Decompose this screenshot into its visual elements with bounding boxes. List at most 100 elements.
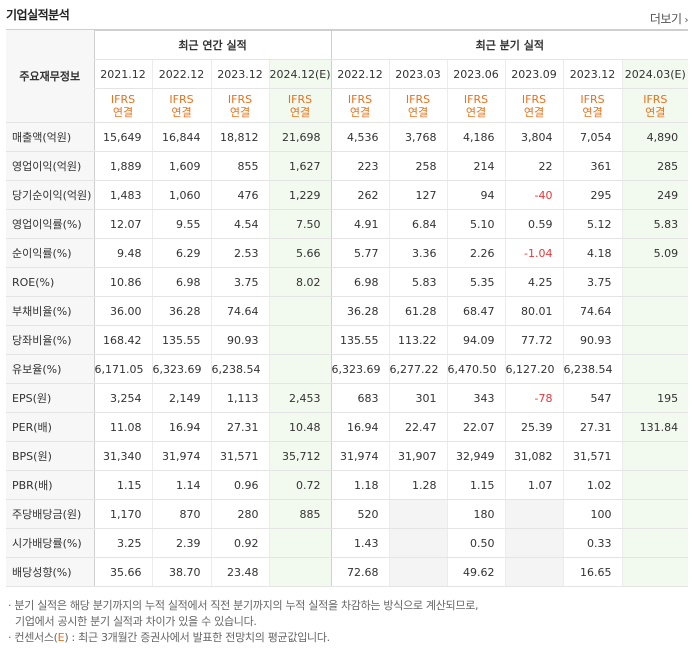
period-header-quarter-0: 2022.12 (330, 59, 390, 89)
basis-consolidated: 연결 (645, 105, 666, 119)
basis-consolidated: 연결 (229, 105, 251, 119)
table-cell: 5.77 (330, 238, 390, 268)
table-cell: 5.83 (621, 209, 689, 239)
table-cell: 2.53 (210, 238, 269, 268)
table-cell: 3,804 (504, 122, 564, 152)
table-cell: 61.28 (388, 296, 448, 326)
table-cell: 6,238.54 (562, 354, 623, 384)
table-cell: 27.31 (562, 412, 623, 442)
table-cell: 180 (446, 499, 506, 529)
table-cell: 6.84 (388, 209, 448, 239)
table-cell: -78 (504, 383, 564, 413)
table-cell: 7.50 (268, 209, 332, 239)
table-cell: 90.93 (562, 325, 623, 355)
basis-ifrs: IFRS (405, 92, 431, 106)
table-cell: 38.70 (151, 557, 211, 587)
table-cell: 32,949 (446, 441, 506, 471)
basis-header-quarter-4: IFRS 연결 (562, 88, 623, 123)
table-cell: 31,571 (210, 441, 269, 471)
basis-header-annual-1: IFRS 연결 (151, 88, 211, 123)
basis-header-quarter-3: IFRS 연결 (504, 88, 564, 123)
table-cell: 1.02 (562, 470, 623, 500)
table-row: EPS(원) 3,254 2,149 1,113 2,453 683 301 343 -78 54… (6, 383, 689, 413)
table-cell: 22 (504, 151, 564, 181)
row-label: 시가배당률(%) (6, 528, 94, 558)
footnote-consensus: · 컨센서스(E) : 최근 3개월간 증권사에서 발표한 전망치의 평균값입니… (8, 630, 478, 646)
table-cell (621, 528, 689, 558)
table-cell: 4.91 (330, 209, 390, 239)
table-cell: 0.59 (504, 209, 564, 239)
basis-ifrs: IFRS (463, 92, 489, 106)
table-row: 영업이익(억원) 1,889 1,609 855 1,627 223 258 214 22 361… (6, 151, 689, 181)
table-cell (621, 441, 689, 471)
table-cell: 3.36 (388, 238, 448, 268)
footnote-consensus-e: E (57, 631, 65, 644)
table-cell: 22.07 (446, 412, 506, 442)
table-cell: 3,254 (93, 383, 152, 413)
table-cell: 1.15 (93, 470, 152, 500)
table-cell: 49.62 (446, 557, 506, 587)
period-header-annual-2: 2023.12 (210, 59, 269, 89)
table-row: PER(배) 11.08 16.94 27.31 10.48 16.94 22.47 22.0… (6, 412, 689, 442)
table-cell (504, 499, 564, 529)
table-cell: 5.10 (446, 209, 506, 239)
table-cell (388, 528, 448, 558)
table-cell: 1.07 (504, 470, 564, 500)
row-label: 순이익률(%) (6, 238, 94, 268)
basis-consolidated: 연결 (349, 105, 371, 119)
table-cell: 5.35 (446, 267, 506, 297)
table-cell (388, 557, 448, 587)
period-header-annual-0: 2021.12 (93, 59, 152, 89)
table-cell: 301 (388, 383, 448, 413)
basis-consolidated: 연결 (407, 105, 429, 119)
annual-group-header: 최근 연간 실적 (93, 30, 332, 60)
table-cell: 74.64 (210, 296, 269, 326)
row-label: ROE(%) (6, 267, 94, 297)
table-cell: 6,171.05 (93, 354, 152, 384)
table-cell: 68.47 (446, 296, 506, 326)
table-cell: 0.33 (562, 528, 623, 558)
table-row: 매출액(억원) 15,649 16,844 18,812 21,698 4,536 3,76… (6, 122, 689, 152)
table-cell: 80.01 (504, 296, 564, 326)
table-cell: 4.54 (210, 209, 269, 239)
table-cell: 214 (446, 151, 506, 181)
table-cell (268, 325, 332, 355)
table-cell: 0.92 (210, 528, 269, 558)
footnote-quarter: · 분기 실적은 해당 분기까지의 누적 실적에서 직전 분기까지의 누적 실적… (8, 599, 479, 612)
table-cell: 520 (330, 499, 390, 529)
basis-ifrs: IFRS (347, 92, 373, 106)
table-cell (621, 325, 689, 355)
table-cell: 1,060 (151, 180, 211, 210)
table-cell (621, 354, 689, 384)
row-label: 당좌비율(%) (6, 325, 94, 355)
table-row: ROE(%) 10.86 6.98 3.75 8.02 6.98 5.83 5.35 4.25 3… (6, 267, 689, 297)
quarter-group-header: 최근 분기 실적 (330, 30, 689, 60)
table-cell: 10.48 (268, 412, 332, 442)
table-row: 시가배당률(%) 3.25 2.39 0.92 1.43 0.50 0.33 (6, 528, 689, 558)
more-link[interactable]: 더보기 › (650, 10, 689, 27)
table-cell: 27.31 (210, 412, 269, 442)
table-cell: -1.04 (504, 238, 564, 268)
basis-header-row: IFRS 연결 IFRS 연결 IFRS 연결 IFRS 연결 IFRS 연결 IFRS 연결 IFRS… (6, 88, 689, 123)
table-cell: 258 (388, 151, 448, 181)
table-cell: 10.86 (93, 267, 152, 297)
table-cell: 36.28 (151, 296, 211, 326)
table-cell: 2,453 (268, 383, 332, 413)
table-cell: 31,974 (330, 441, 390, 471)
period-header-annual-3: 2024.12(E) (268, 59, 332, 89)
basis-header-quarter-5: IFRS 연결 (621, 88, 689, 123)
table-cell: 295 (562, 180, 623, 210)
table-cell: 1,889 (93, 151, 152, 181)
table-cell: 5.12 (562, 209, 623, 239)
table-cell: -40 (504, 180, 564, 210)
table-cell: 3.75 (210, 267, 269, 297)
row-label-header: 주요재무정보 (6, 30, 94, 123)
table-row: 순이익률(%) 9.48 6.29 2.53 5.66 5.77 3.36 2.26 -1.04… (6, 238, 689, 268)
table-cell: 5.09 (621, 238, 689, 268)
basis-ifrs: IFRS (169, 92, 194, 106)
basis-consolidated: 연결 (171, 105, 192, 119)
table-cell (621, 267, 689, 297)
table-cell: 547 (562, 383, 623, 413)
table-cell: 72.68 (330, 557, 390, 587)
